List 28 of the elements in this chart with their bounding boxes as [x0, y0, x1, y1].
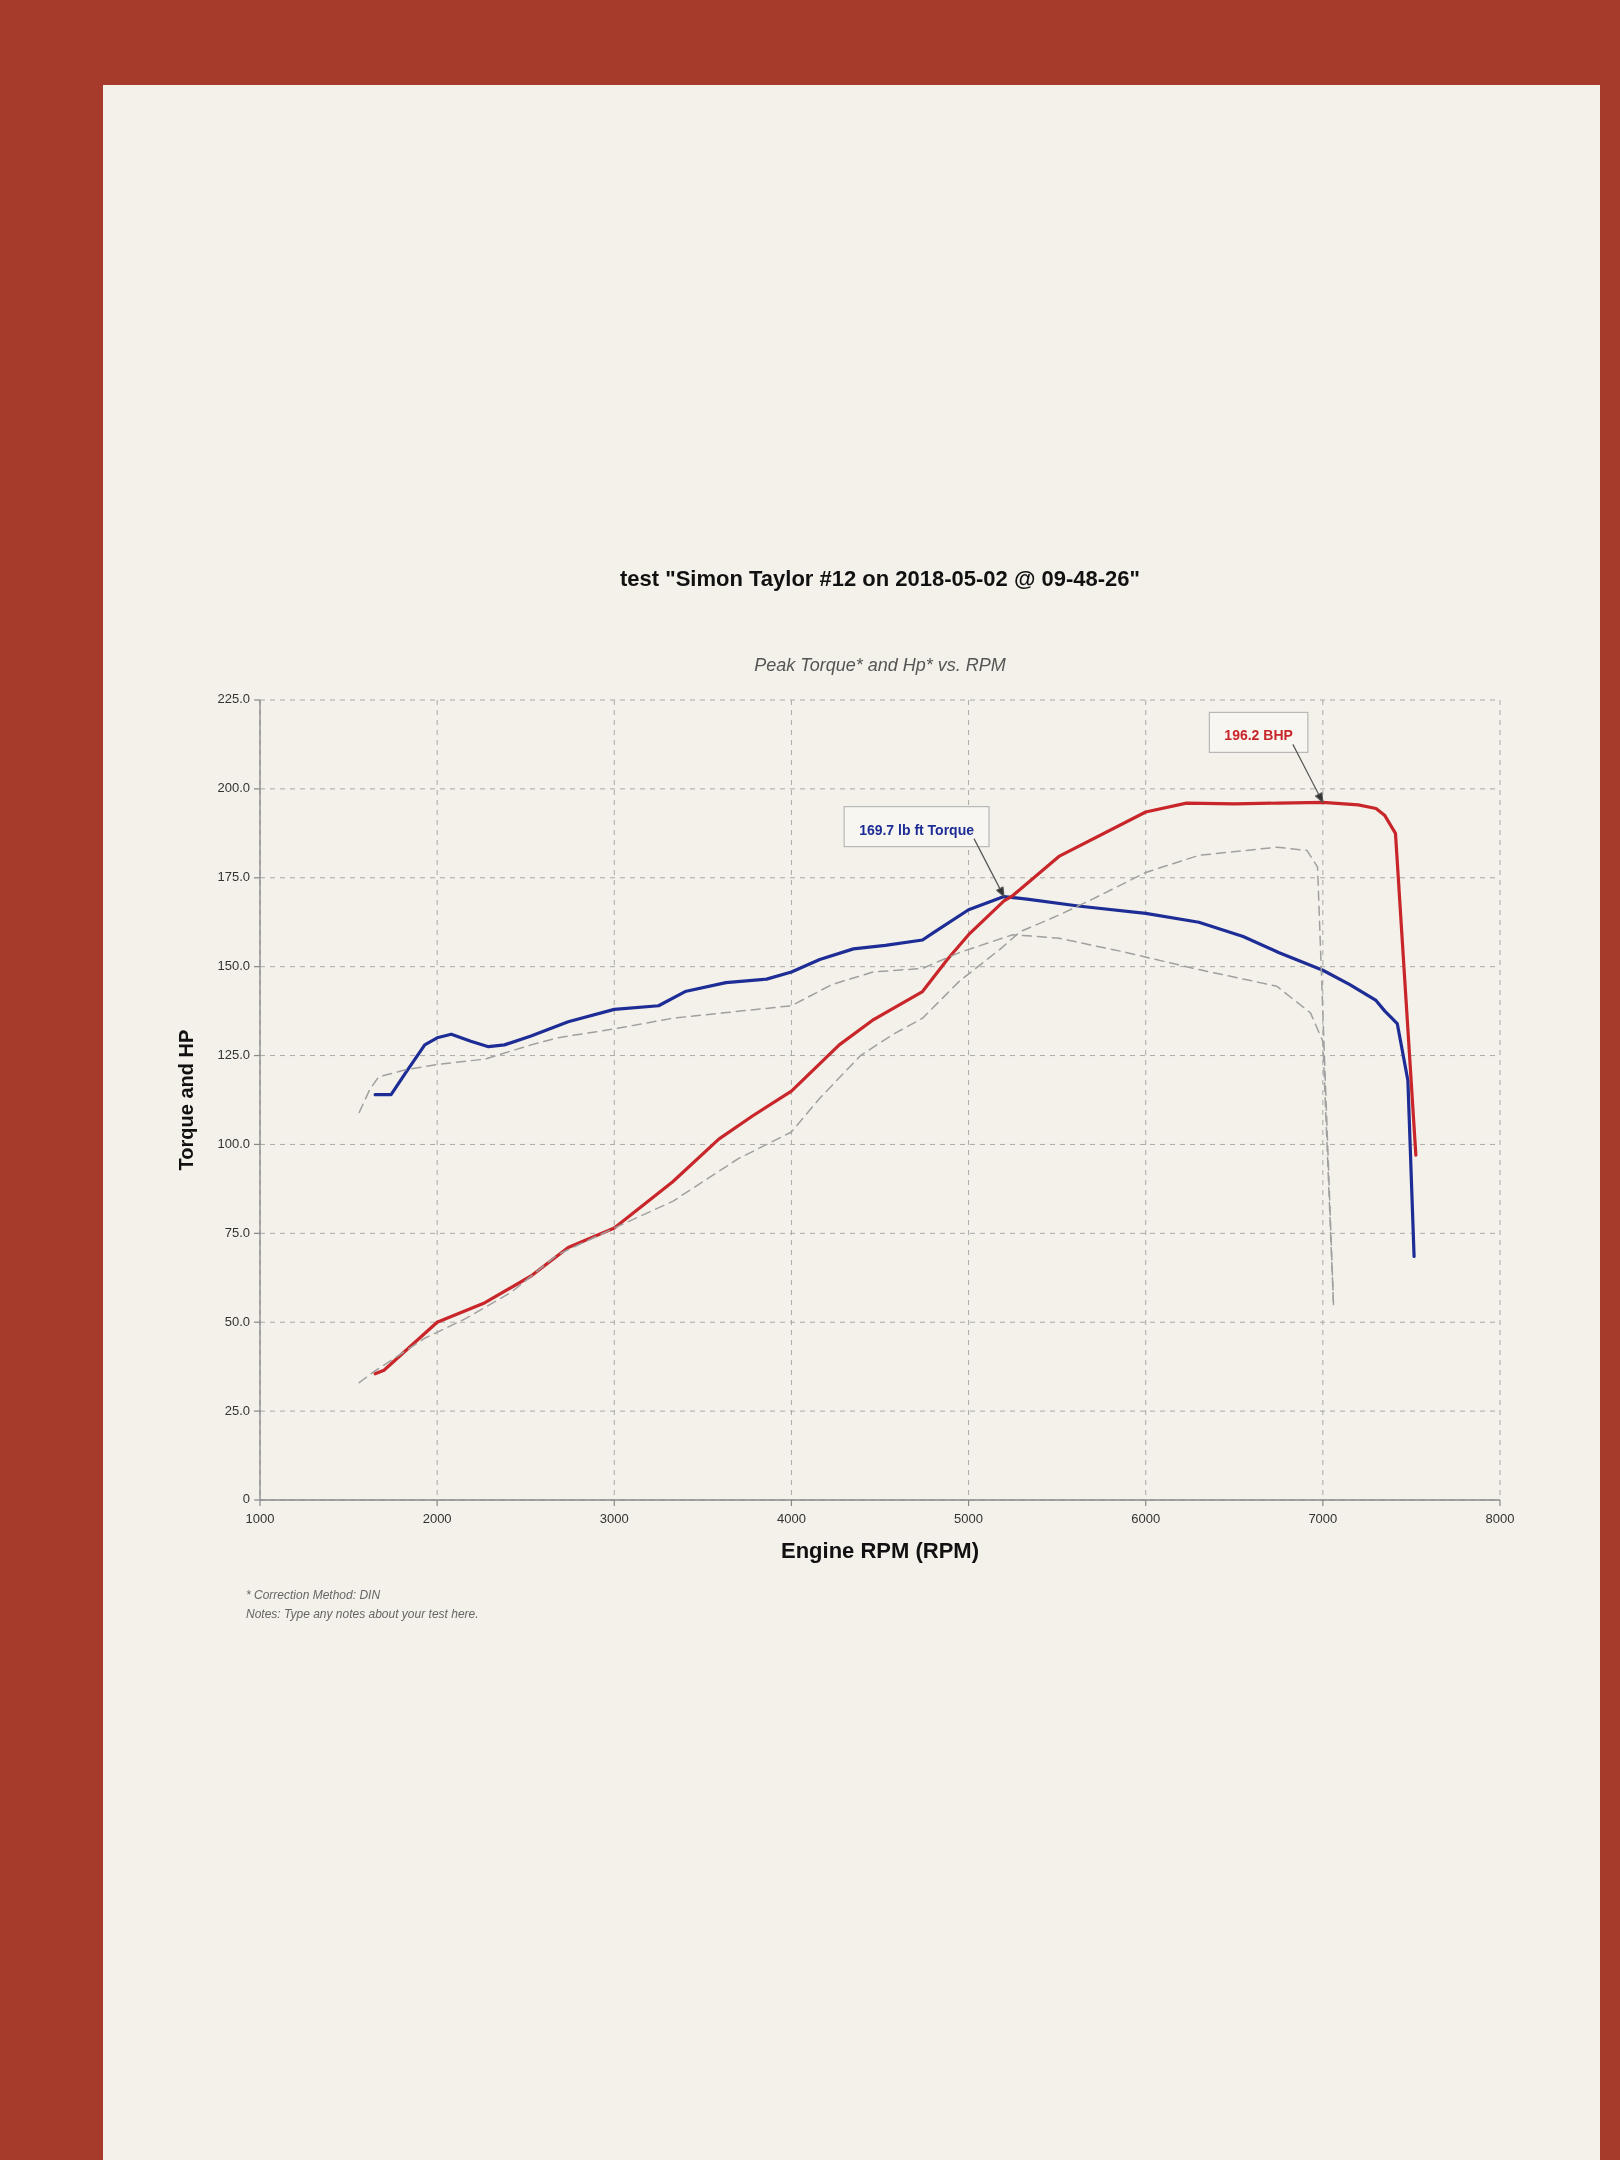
text: * Correction Method: DIN [246, 1588, 381, 1603]
y-tick-label: 50.0 [224, 1313, 250, 1329]
chart-subtitle: Peak Torque* and Hp* vs. RPM [754, 654, 1006, 675]
y-tick-label: 200.0 [217, 780, 250, 796]
text: Notes: Type any notes about your test here. [246, 1607, 479, 1622]
x-tick-label: 1000 [245, 1511, 275, 1527]
y-tick-label: 175.0 [217, 869, 250, 885]
y-tick-label: 75.0 [224, 1224, 250, 1240]
annotation: 169.7 lb ft Torque [859, 821, 975, 838]
line-series [373, 895, 1416, 1259]
y-tick-label: 225.0 [217, 691, 250, 707]
annotation: 196.2 BHP [1224, 727, 1293, 744]
y-tick-label: 100.0 [217, 1135, 250, 1151]
y-tick-label: 25.0 [224, 1402, 250, 1418]
y-tick-label: 150.0 [217, 958, 250, 974]
y-tick-label: 0 [242, 1491, 250, 1507]
x-tick-label: 8000 [1485, 1511, 1515, 1527]
x-tick-label: 7000 [1308, 1511, 1338, 1527]
y-axis-title: Torque and HP [175, 1029, 198, 1171]
line-series [373, 800, 1418, 1376]
x-tick-label: 2000 [422, 1511, 452, 1527]
x-tick-label: 6000 [1131, 1511, 1161, 1527]
x-axis-title: Engine RPM (RPM) [781, 1537, 979, 1563]
y-tick-label: 125.0 [217, 1046, 250, 1062]
x-tick-label: 4000 [776, 1511, 806, 1527]
chart-title: test "Simon Taylor #12 on 2018-05-02 @ 09-48-26" [619, 565, 1141, 591]
x-tick-label: 5000 [954, 1511, 984, 1527]
x-tick-label: 3000 [599, 1511, 629, 1527]
